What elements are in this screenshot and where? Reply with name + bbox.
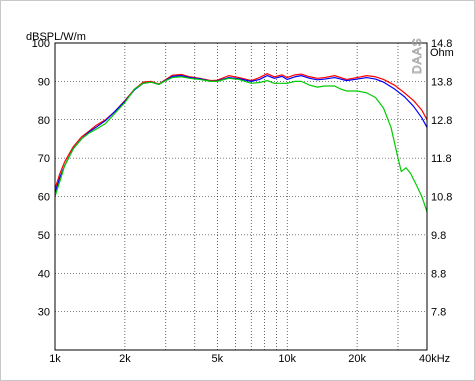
series-group (54, 73, 428, 213)
y2-axis-label: Ohm (430, 47, 454, 59)
y-tick-label: 70 (38, 153, 50, 165)
y2-tick-label: 8.8 (431, 268, 446, 280)
y-tick-label: 40 (38, 268, 50, 280)
y2-tick-label: 11.8 (431, 153, 452, 165)
x-tick-label: 40kHz (419, 353, 450, 365)
brand-watermark: DAAS (410, 37, 424, 74)
y-tick-label: 30 (38, 307, 50, 319)
series-line-2 (54, 75, 428, 193)
y-tick-labels: 100 90 80 70 60 50 40 30 (32, 38, 50, 319)
x-tick-label: 1k (49, 353, 61, 365)
y2-tick-label: 7.8 (431, 307, 446, 319)
x-tick-label: 2k (119, 353, 131, 365)
y-tick-label: 50 (38, 230, 50, 242)
x-tick-label: 20k (348, 353, 366, 365)
y-tick-label: 100 (32, 38, 50, 50)
y2-tick-labels: 14.8 13.8 12.8 11.8 10.8 9.8 8.8 7.8 (431, 38, 452, 319)
y-tick-label: 90 (38, 76, 50, 88)
series-line-3 (54, 76, 428, 213)
y-tick-label: 60 (38, 192, 50, 204)
y2-tick-label: 10.8 (431, 192, 452, 204)
y2-tick-label: 14.8 (431, 38, 452, 50)
y2-tick-label: 12.8 (431, 115, 452, 127)
x-tick-label: 10k (278, 353, 296, 365)
x-tick-label: 5k (211, 353, 223, 365)
plot-border (54, 42, 428, 351)
y2-tick-label: 9.8 (431, 230, 446, 242)
y-tick-label: 80 (38, 115, 50, 127)
y-axis-label: dBSPL/W/m (26, 31, 86, 43)
y2-tick-label: 13.8 (431, 76, 452, 88)
x-tick-labels: 1k 2k 5k 10k 20k 40kHz (49, 353, 450, 365)
